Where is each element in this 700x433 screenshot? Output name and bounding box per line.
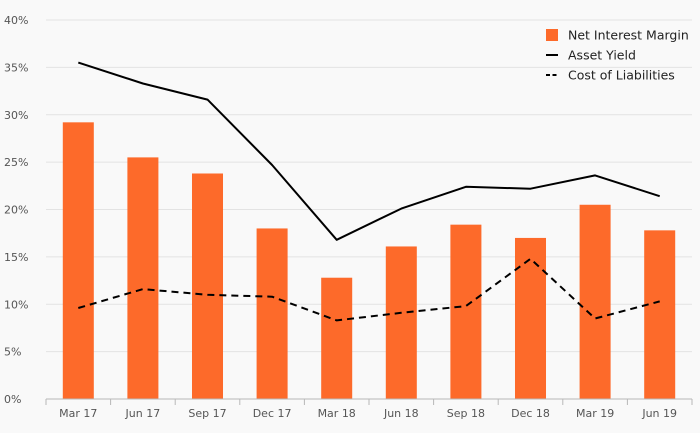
x-tick-label: Jun 19 (641, 407, 677, 420)
bar (450, 224, 482, 399)
bar (256, 228, 288, 399)
series-line (77, 61, 661, 241)
x-tick-label: Mar 19 (576, 407, 614, 420)
x-tick-label: Jun 18 (383, 407, 419, 420)
x-tick-label: Dec 17 (253, 407, 292, 420)
y-tick-label: 35% (4, 61, 28, 74)
x-tick-label: Dec 18 (511, 407, 550, 420)
y-tick-label: 0% (4, 393, 21, 406)
bar (191, 173, 224, 399)
x-tick-label: Mar 17 (59, 407, 97, 420)
bar (514, 237, 547, 399)
y-axis: 0% 5% 10% 15% 20% 25% 30% 35% 40% (4, 14, 28, 406)
bar-series (62, 122, 676, 399)
x-tick-label: Mar 18 (318, 407, 356, 420)
x-axis: Mar 17 Jun 17 Sep 17 Dec 17 Mar 18 Jun 18 Sep … (45, 398, 693, 420)
legend-label: Net Interest Margin (568, 28, 689, 43)
legend-label: Asset Yield (568, 48, 636, 63)
bar (644, 230, 676, 399)
y-tick-label: 30% (4, 109, 28, 122)
bar (127, 157, 159, 399)
y-tick-label: 20% (4, 204, 28, 217)
x-tick-label: Jun 17 (125, 407, 161, 420)
line-series (77, 61, 661, 322)
y-tick-label: 5% (4, 346, 21, 359)
legend: Net Interest Margin Asset Yield Cost of Li… (546, 28, 689, 83)
y-tick-label: 25% (4, 156, 28, 169)
legend-swatch-bar (546, 29, 558, 41)
bar (579, 204, 611, 399)
bar (321, 277, 353, 399)
series-line-dashed (78, 257, 660, 322)
bar (62, 122, 94, 399)
legend-label: Cost of Liabilities (568, 68, 675, 83)
y-tick-label: 15% (4, 251, 28, 264)
bar (385, 246, 417, 399)
x-tick-label: Sep 17 (188, 407, 226, 420)
y-tick-label: 40% (4, 14, 28, 27)
x-tick-label: Sep 18 (447, 407, 485, 420)
y-tick-label: 10% (4, 298, 28, 311)
